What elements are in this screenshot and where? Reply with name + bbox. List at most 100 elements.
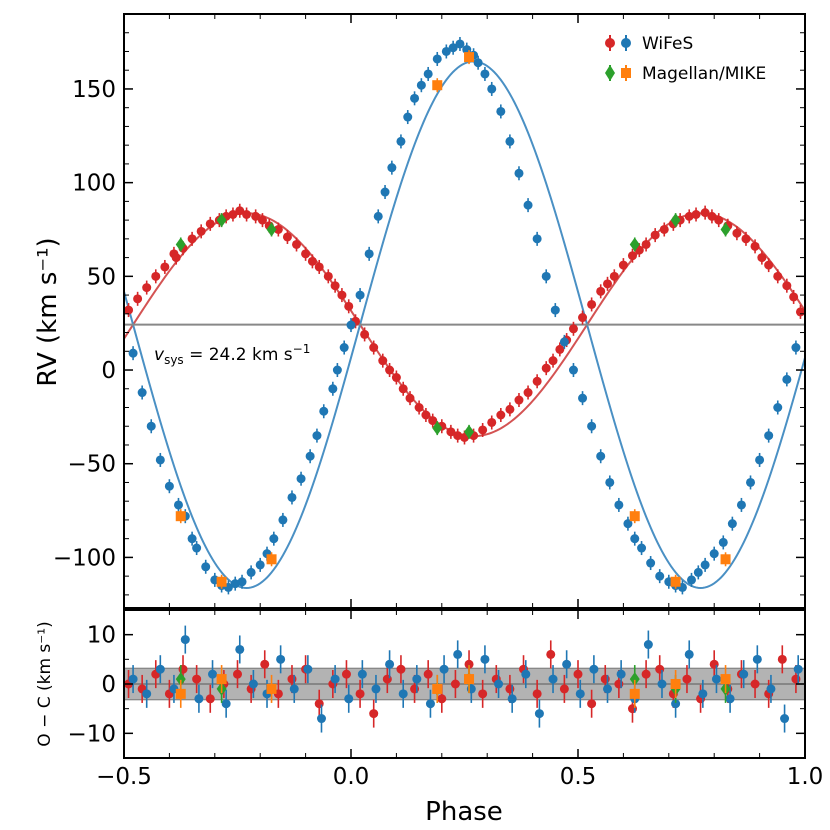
data-point [521, 669, 531, 679]
x-tick-label: 1.0 [787, 764, 824, 790]
data-point [700, 560, 710, 570]
y-tick-label: 50 [87, 264, 116, 290]
data-point [178, 664, 188, 674]
data-point [289, 684, 299, 694]
residual-y-axis-label: O − C (km s⁻¹) [35, 621, 55, 746]
data-point [446, 427, 456, 437]
data-point [596, 286, 606, 296]
y-tick-label: 100 [72, 171, 116, 197]
data-point [398, 689, 408, 699]
data-point [573, 669, 583, 679]
data-point [698, 689, 708, 699]
data-point [441, 46, 451, 56]
data-point [437, 694, 447, 704]
legend-entry-mike: Magellan/MIKE [605, 64, 766, 84]
systemic-velocity-annotation: vsys = 24.2 km s−1 [154, 342, 310, 367]
data-point [693, 567, 703, 577]
data-point [287, 492, 297, 502]
data-point [155, 664, 165, 674]
data-point [711, 674, 721, 684]
data-point [292, 239, 302, 249]
data-point [416, 80, 426, 90]
data-point [216, 576, 227, 587]
legend-mike-green-marker [605, 65, 615, 81]
data-point [568, 365, 578, 375]
data-point [659, 224, 669, 234]
legend-wifes-blue-marker [621, 38, 631, 48]
data-point [464, 52, 475, 63]
data-point [278, 515, 288, 525]
data-point [421, 410, 431, 420]
data-point [385, 659, 395, 669]
data-point [282, 232, 292, 242]
data-point [480, 654, 490, 664]
data-point [235, 644, 245, 654]
data-point [233, 669, 242, 679]
data-point [175, 672, 186, 687]
y-tick-label: 0 [101, 358, 116, 384]
data-point [655, 571, 665, 581]
data-point [385, 365, 395, 375]
data-point [752, 654, 762, 664]
data-point [532, 234, 542, 244]
data-point [614, 679, 624, 689]
data-point [587, 299, 597, 309]
data-point [398, 384, 408, 394]
data-point [541, 271, 551, 281]
data-point [575, 689, 585, 699]
data-point [691, 209, 701, 219]
data-point [466, 684, 476, 694]
data-point [782, 281, 792, 291]
data-point [523, 388, 533, 398]
data-point [741, 234, 751, 244]
data-point [173, 500, 183, 510]
data-point [355, 689, 365, 699]
data-point [464, 659, 474, 669]
data-point [432, 54, 442, 64]
data-point [344, 301, 354, 311]
data-point [670, 679, 681, 689]
data-point [216, 213, 227, 228]
data-point [323, 271, 333, 281]
data-point [314, 262, 324, 272]
data-point [793, 664, 803, 674]
data-point [687, 575, 696, 585]
data-point [464, 674, 475, 685]
data-point [736, 500, 746, 510]
data-point [448, 43, 458, 53]
data-point [287, 674, 297, 684]
data-point [360, 329, 370, 339]
rv-panel: −100 −50 0 50 100 150 vsys = 24.2 km s−1 RV (… [33, 13, 806, 609]
data-point [246, 567, 256, 577]
data-point [405, 393, 415, 403]
data-point [175, 237, 186, 252]
annotation-symbol: v [154, 345, 165, 365]
data-point [559, 684, 569, 694]
data-point [507, 694, 517, 704]
data-point [164, 481, 174, 491]
data-point [655, 664, 665, 674]
data-point [478, 425, 488, 435]
data-point [273, 224, 283, 234]
data-point [766, 684, 776, 694]
data-point [266, 554, 277, 565]
legend-label-wifes: WiFeS [642, 34, 693, 54]
data-point [312, 431, 322, 441]
data-point [473, 58, 483, 68]
data-point [605, 477, 615, 487]
data-point [208, 669, 218, 679]
data-point [548, 356, 558, 366]
data-point [757, 253, 767, 263]
data-point [369, 709, 379, 719]
data-point [228, 209, 238, 219]
data-point [541, 363, 551, 373]
data-point [414, 403, 424, 413]
data-point [684, 211, 694, 221]
data-point [124, 305, 134, 315]
data-point [630, 534, 640, 544]
data-point [623, 519, 633, 529]
data-point [609, 271, 619, 281]
data-point [618, 260, 628, 270]
data-point [146, 421, 156, 431]
data-point [487, 84, 497, 94]
